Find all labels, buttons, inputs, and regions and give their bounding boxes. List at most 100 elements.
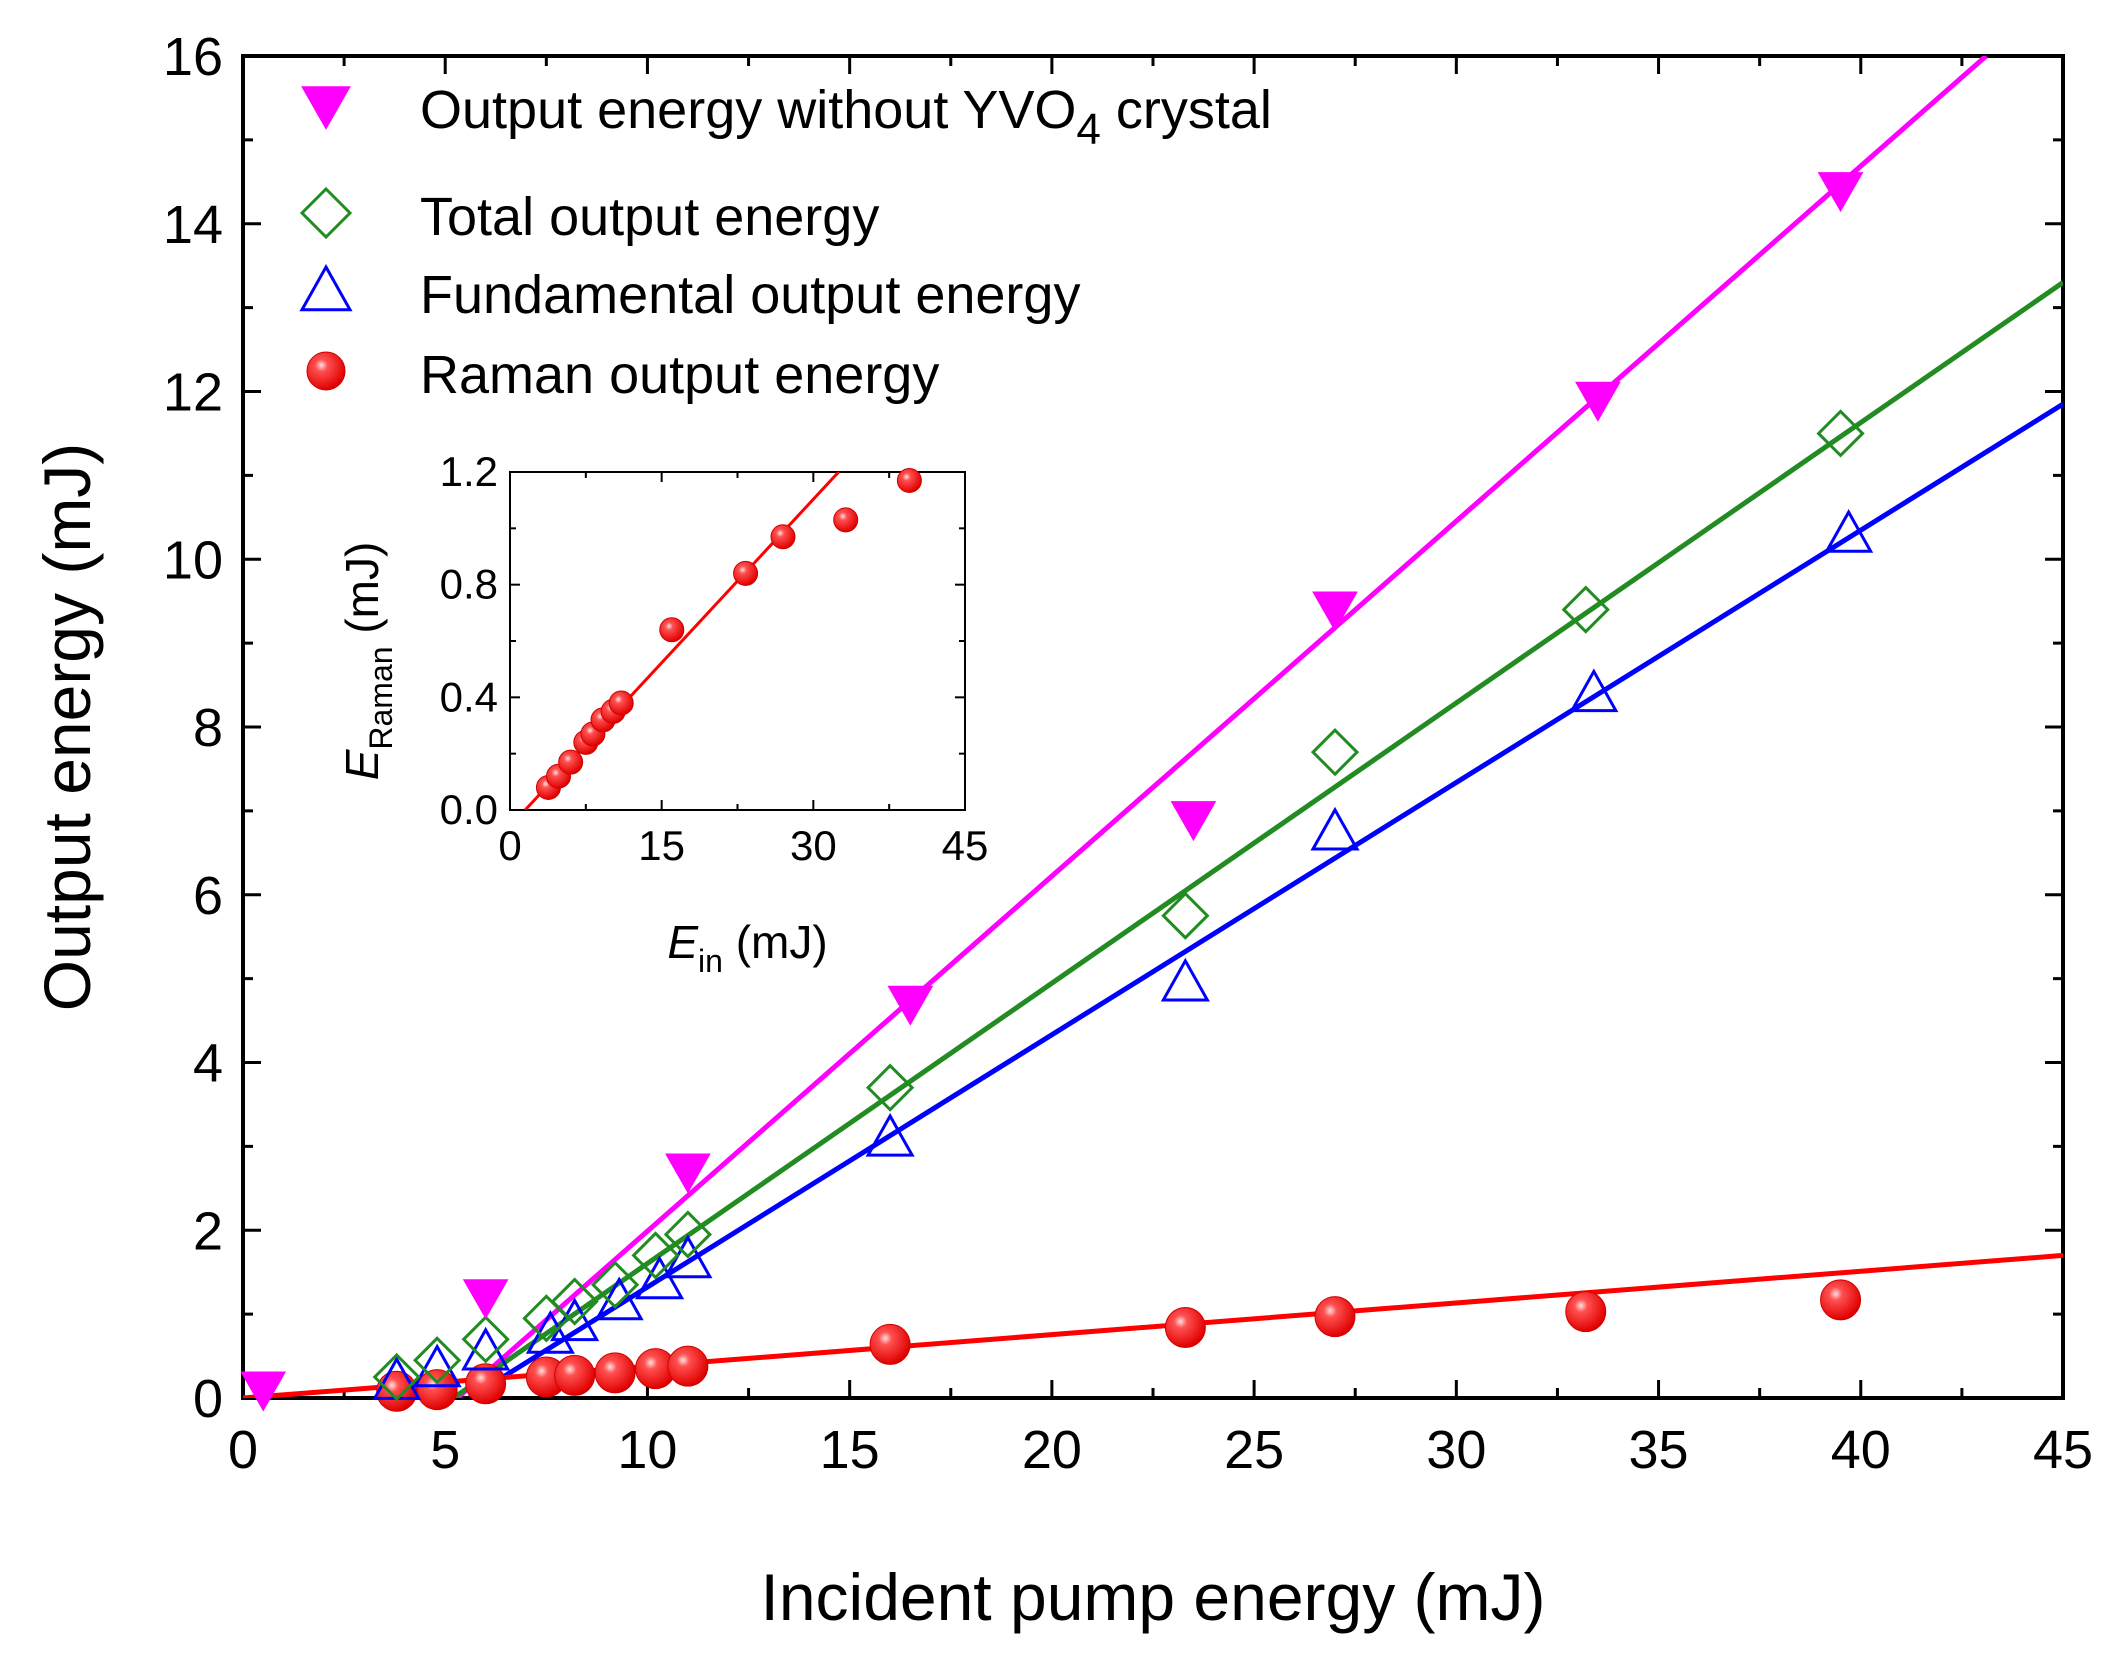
data-point-series-3 [1164, 1307, 1206, 1349]
legend-label-3: Raman output energy [420, 345, 939, 405]
data-point-series-1 [413, 1336, 462, 1385]
inset-y-tick-label: 1.2 [440, 448, 498, 495]
inset-y-label-symbol: E [336, 748, 388, 780]
inset-x-label-unit: (mJ) [723, 916, 828, 968]
data-point-series-3 [416, 1369, 458, 1411]
data-point-series-3 [594, 1352, 636, 1394]
y-tick-label: 0 [193, 1369, 223, 1429]
y-tick-label: 4 [193, 1034, 223, 1094]
x-tick-label: 40 [1831, 1420, 1891, 1480]
inset-data-point [833, 507, 859, 533]
data-point-series-0 [887, 985, 934, 1026]
y-tick-label: 14 [163, 195, 223, 255]
inset-x-tick-label: 45 [942, 822, 989, 869]
legend-marker-2 [299, 263, 353, 312]
data-point-series-0 [1312, 591, 1358, 632]
inset-x-label-subscript: in [698, 943, 723, 979]
fit-line-series-2 [468, 401, 2063, 1398]
data-point-series-1 [550, 1277, 599, 1326]
inset-data-point [896, 467, 922, 493]
legend-label-text: Raman output energy [420, 345, 939, 405]
data-point-series-1 [590, 1260, 640, 1309]
data-point-series-1 [1816, 409, 1865, 458]
fit-line-series-1 [451, 280, 2063, 1398]
inset-y-tick-label: 0.8 [440, 561, 498, 608]
legend-marker-3 [306, 351, 346, 391]
legend-label-1: Total output energy [420, 187, 879, 247]
inset-data-point [733, 560, 759, 586]
inset-x-tick-label: 15 [638, 822, 685, 869]
data-point-series-2 [1569, 668, 1619, 713]
legend-label-0: Output energy without YVO4 crystal [420, 80, 1272, 154]
fit-line-series-0 [455, 56, 1988, 1398]
x-tick-label: 20 [1022, 1420, 1082, 1480]
y-tick-label: 6 [193, 866, 223, 926]
data-point-series-3 [1820, 1279, 1862, 1321]
data-point-series-0 [240, 1371, 287, 1412]
data-point-series-3 [465, 1363, 507, 1405]
inset-y-tick-label: 0.4 [440, 673, 498, 720]
inset-data-point [659, 617, 685, 643]
data-point-series-1 [663, 1210, 713, 1259]
inset-x-tick-label: 30 [790, 822, 837, 869]
x-tick-label: 5 [430, 1420, 460, 1480]
data-point-series-3 [554, 1354, 596, 1396]
y-tick-label: 10 [163, 530, 223, 590]
x-tick-label: 35 [1629, 1420, 1689, 1480]
data-point-series-0 [1575, 381, 1621, 422]
data-point-series-3 [376, 1370, 418, 1412]
inset-y-tick-label: 0.0 [440, 786, 498, 833]
inset-x-label-symbol: E [667, 916, 699, 968]
inset-y-label-subscript: Raman [363, 646, 399, 749]
data-point-series-1 [1161, 891, 1210, 940]
data-point-series-2 [865, 1112, 915, 1157]
inset-data-point [770, 524, 796, 550]
legend-label-subscript: 4 [1076, 105, 1100, 154]
data-point-series-1 [372, 1352, 421, 1402]
x-tick-label: 30 [1426, 1420, 1486, 1480]
main-plot-group [240, 56, 2063, 1412]
main-axes-group: 0 5 10 15 20 25 30 35 40 450246810121416Incident … [30, 27, 2093, 1634]
data-point-series-2 [412, 1343, 462, 1388]
inset-x-axis-label: Ein (mJ) [667, 916, 827, 979]
data-point-series-3 [869, 1323, 911, 1365]
legend-label-tail: crystal [1101, 80, 1272, 140]
data-point-series-1 [631, 1231, 680, 1280]
data-point-series-1 [1310, 728, 1360, 777]
data-point-series-1 [1561, 585, 1610, 634]
inset-y-axis-label: ERaman (mJ) [336, 542, 399, 781]
data-point-series-3 [1565, 1291, 1607, 1333]
data-point-series-2 [550, 1297, 600, 1342]
legend-label-text: Output energy without YVO [420, 80, 1076, 140]
legend-marker-0 [301, 86, 351, 130]
data-point-series-2 [1160, 957, 1210, 1002]
legend-label-2: Fundamental output energy [420, 265, 1080, 325]
x-tick-label: 45 [2033, 1420, 2093, 1480]
data-point-series-0 [1817, 172, 1864, 213]
data-point-series-0 [462, 1279, 509, 1320]
x-axis-label: Incident pump energy (mJ) [760, 1560, 1545, 1634]
x-tick-label: 15 [820, 1420, 880, 1480]
data-point-series-0 [1170, 801, 1217, 842]
data-point-series-3 [667, 1345, 709, 1387]
y-tick-label: 2 [193, 1201, 223, 1261]
legend-label-text: Fundamental output energy [420, 265, 1080, 325]
inset-data-point [608, 690, 634, 716]
y-tick-label: 8 [193, 698, 223, 758]
y-tick-label: 16 [163, 27, 223, 87]
y-tick-label: 12 [163, 363, 223, 423]
inset-y-label-unit: (mJ) [336, 542, 388, 647]
x-tick-label: 0 [228, 1420, 258, 1480]
inset-x-tick-label: 0 [498, 822, 521, 869]
data-point-series-2 [1824, 509, 1874, 553]
data-point-series-1 [461, 1315, 510, 1364]
data-point-series-2 [1310, 806, 1360, 851]
x-tick-label: 25 [1224, 1420, 1284, 1480]
data-point-series-1 [865, 1063, 915, 1112]
legend-label-text: Total output energy [420, 187, 879, 247]
legend: Output energy without YVO4 crystal Total … [299, 80, 1272, 405]
legend-marker-1 [299, 186, 353, 240]
